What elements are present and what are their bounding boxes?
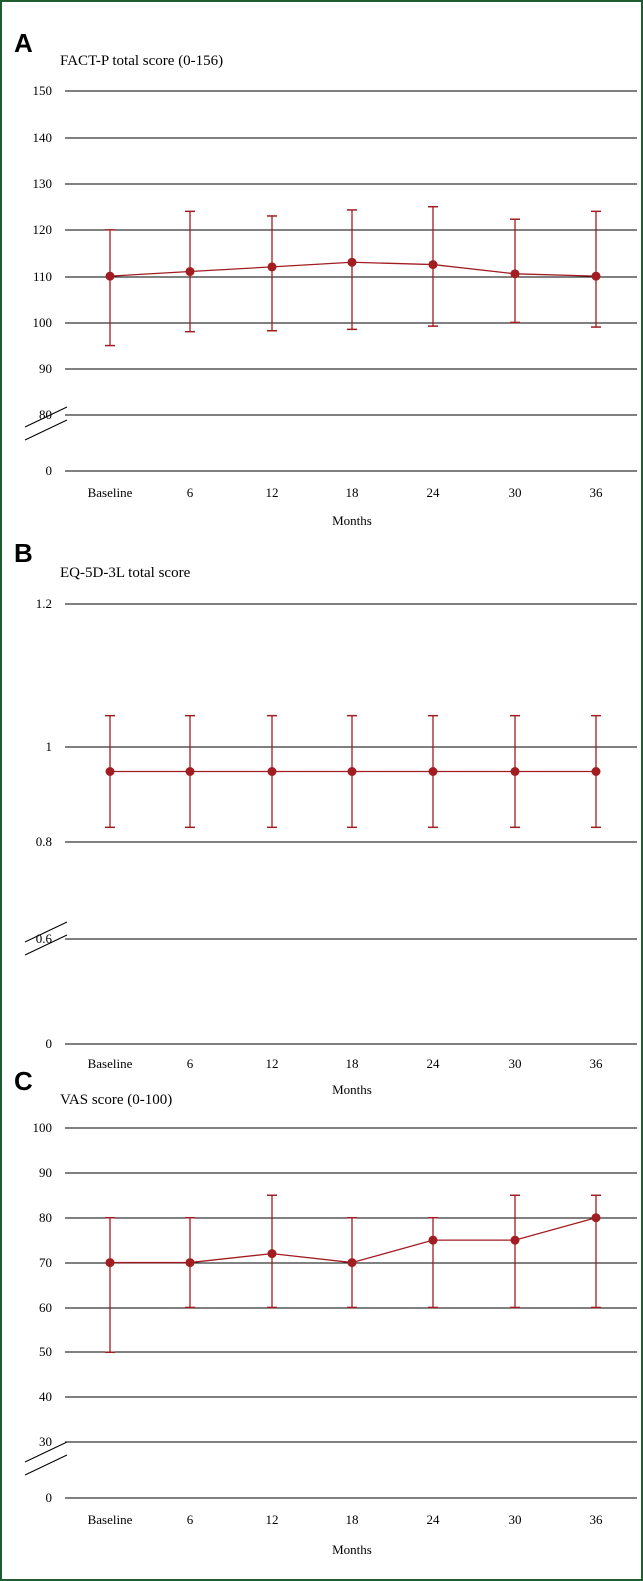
data-point (347, 1258, 357, 1268)
y-tick-label: 140 (33, 130, 53, 145)
x-tick-label: 12 (266, 485, 279, 500)
y-tick-label: 130 (33, 176, 53, 191)
data-point (510, 767, 520, 776)
data-point (105, 271, 115, 281)
y-tick-label: 70 (39, 1255, 52, 1270)
x-tick-label: 18 (346, 1512, 359, 1527)
data-point (591, 1213, 601, 1223)
data-point (510, 269, 520, 279)
data-point (185, 1258, 195, 1268)
x-tick-label: 18 (346, 1056, 359, 1071)
chart-title: EQ-5D-3L total score (60, 565, 191, 581)
data-point (267, 1249, 277, 1259)
x-tick-label: Baseline (88, 1512, 133, 1527)
y-tick-label: 0 (46, 463, 53, 478)
x-tick-label: 24 (427, 1512, 441, 1527)
x-axis-label: Months (332, 1542, 372, 1557)
data-point (267, 767, 277, 776)
x-tick-label: Baseline (88, 485, 133, 500)
x-axis-label: Months (332, 1082, 372, 1097)
x-tick-label: 24 (427, 485, 441, 500)
x-tick-label: 6 (187, 1056, 194, 1071)
x-tick-label: 30 (509, 1056, 522, 1071)
axis-break-mark (24, 419, 68, 441)
chart-title: FACT-P total score (0-156) (60, 53, 223, 69)
data-point (591, 271, 601, 281)
y-tick-label: 40 (39, 1389, 52, 1404)
data-point (347, 767, 357, 776)
x-tick-label: 30 (509, 485, 522, 500)
data-point (105, 1258, 115, 1268)
y-tick-label: 30 (39, 1434, 52, 1449)
y-tick-label: 1.2 (36, 596, 52, 611)
panel-letter: C (14, 1066, 33, 1096)
series-line (110, 1217, 597, 1264)
y-tick-label: 110 (33, 269, 52, 284)
y-tick-label: 90 (39, 361, 52, 376)
data-point (428, 260, 438, 270)
panel-letter: B (14, 538, 33, 568)
chart-title: VAS score (0-100) (60, 1092, 172, 1108)
x-tick-label: 12 (266, 1056, 279, 1071)
x-tick-label: 12 (266, 1512, 279, 1527)
y-tick-label: 50 (39, 1344, 52, 1359)
y-tick-label: 0 (46, 1036, 53, 1051)
axis-break-mark (24, 934, 68, 956)
data-point (105, 767, 115, 776)
x-tick-label: 36 (590, 1512, 604, 1527)
y-tick-label: 90 (39, 1165, 52, 1180)
x-tick-label: 6 (187, 1512, 194, 1527)
y-tick-label: 150 (33, 83, 53, 98)
data-point (428, 1235, 438, 1245)
y-tick-label: 120 (33, 222, 53, 237)
x-tick-label: 36 (590, 485, 604, 500)
x-axis-label: Months (332, 513, 372, 528)
x-tick-label: Baseline (88, 1056, 133, 1071)
axis-break-mark (24, 406, 68, 428)
axis-break-mark (24, 1441, 68, 1463)
y-tick-label: 80 (39, 1210, 52, 1225)
data-point (510, 1235, 520, 1245)
x-tick-label: 36 (590, 1056, 604, 1071)
data-point (428, 767, 438, 776)
y-tick-label: 100 (33, 315, 53, 330)
y-tick-label: 0 (46, 1490, 53, 1505)
panel-letter: A (14, 28, 33, 58)
x-tick-label: 24 (427, 1056, 441, 1071)
axis-break-mark (24, 921, 68, 943)
x-tick-label: 30 (509, 1512, 522, 1527)
y-tick-label: 60 (39, 1300, 52, 1315)
y-tick-label: 100 (33, 1120, 53, 1135)
axis-break-mark (24, 1454, 68, 1476)
data-point (591, 767, 601, 776)
data-point (185, 267, 195, 277)
data-point (185, 767, 195, 776)
x-tick-label: 6 (187, 485, 194, 500)
y-tick-label: 1 (46, 739, 53, 754)
data-point (347, 257, 357, 267)
y-tick-label: 0.8 (36, 834, 52, 849)
x-tick-label: 18 (346, 485, 359, 500)
data-point (267, 262, 277, 272)
